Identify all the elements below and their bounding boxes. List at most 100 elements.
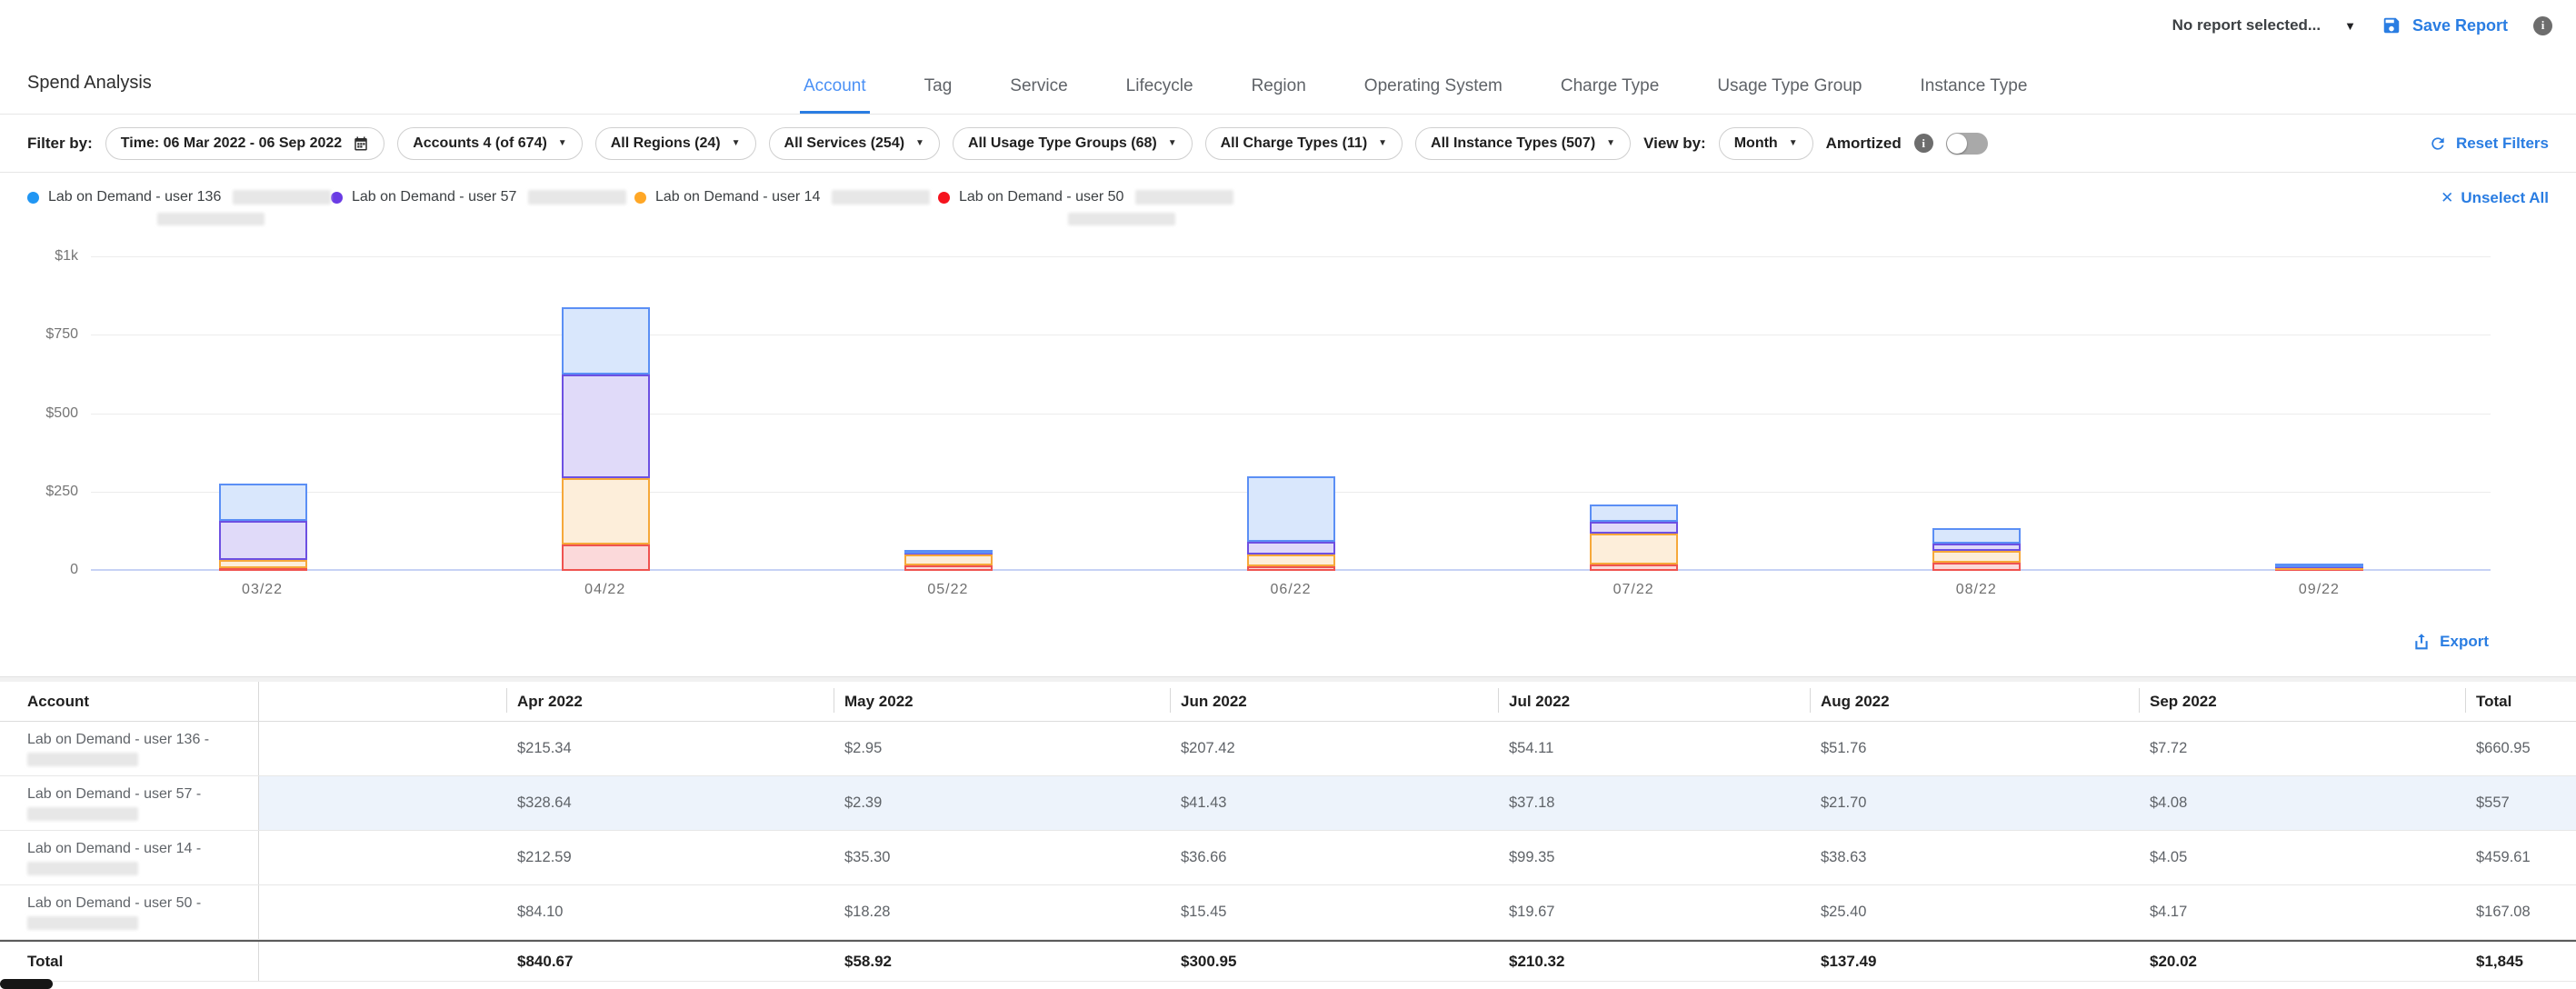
x-axis-tick-03-22: 03/22 <box>242 582 284 597</box>
tab-instance-type[interactable]: Instance Type <box>1920 76 2028 95</box>
value-cell-total: $167.08 <box>2476 904 2531 920</box>
filter-pill-all-charge-types-11[interactable]: All Charge Types (11) ▼ <box>1204 126 1403 160</box>
bar-segment-lab-on-demand-user-14-03-22[interactable] <box>218 559 307 569</box>
filter-pill-accounts-4-of-674[interactable]: Accounts 4 (of 674) ▼ <box>397 126 583 160</box>
filter-pill-all-instance-types-507[interactable]: All Instance Types (507) ▼ <box>1415 126 1632 160</box>
value-cell-aug-2022: $25.40 <box>1821 904 1867 920</box>
view-by-label: View by: <box>1643 134 1706 152</box>
legend-item-lab-on-demand-user-50[interactable]: Lab on Demand - user 50 <box>938 189 1233 227</box>
bar-segment-lab-on-demand-user-50-06-22[interactable] <box>1247 565 1335 571</box>
gridline-500 <box>91 413 2491 415</box>
bar-segment-lab-on-demand-user-14-06-22[interactable] <box>1247 554 1335 566</box>
bar-segment-lab-on-demand-user-57-04-22[interactable] <box>561 375 650 478</box>
value-cell-sep-2022: $4.05 <box>2150 849 2188 865</box>
tab-service[interactable]: Service <box>1010 76 1068 95</box>
filter-pill-all-services-254[interactable]: All Services (254) ▼ <box>768 126 940 160</box>
bar-segment-lab-on-demand-user-50-07-22[interactable] <box>1590 564 1679 571</box>
legend-color-dot <box>634 192 646 204</box>
tab-operating-system[interactable]: Operating System <box>1363 76 1503 95</box>
bar-segment-lab-on-demand-user-14-08-22[interactable] <box>1932 550 2022 564</box>
report-selector-dropdown[interactable]: No report selected... ▼ <box>2172 16 2356 35</box>
bar-segment-lab-on-demand-user-14-07-22[interactable] <box>1590 533 1679 565</box>
filter-pill-all-regions-24[interactable]: All Regions (24) ▼ <box>594 126 756 160</box>
redacted-line <box>157 211 331 227</box>
bar-segment-lab-on-demand-user-57-07-22[interactable] <box>1590 522 1679 534</box>
spacer-cell <box>259 885 506 939</box>
legend-label-block: Lab on Demand - user 57 <box>352 189 626 227</box>
spacer-cell <box>259 831 506 884</box>
bar-segment-lab-on-demand-user-57-06-22[interactable] <box>1247 541 1335 555</box>
tab-account[interactable]: Account <box>800 76 870 114</box>
value-cell-jun-2022: $15.45 <box>1181 904 1227 920</box>
save-report-label: Save Report <box>2411 15 2508 35</box>
filter-pill-label: All Regions (24) <box>610 135 721 151</box>
unselect-all-button[interactable]: ✕ Unselect All <box>2441 189 2549 207</box>
x-axis-tick-08-22: 08/22 <box>1955 582 1997 597</box>
total-cell-total: $1,845 <box>2476 952 2523 970</box>
tab-charge-type[interactable]: Charge Type <box>1560 76 1660 95</box>
bar-segment-lab-on-demand-user-136-07-22[interactable] <box>1590 504 1679 523</box>
redacted-text <box>232 189 331 205</box>
bar-segment-lab-on-demand-user-136-05-22[interactable] <box>904 549 993 554</box>
tab-usage-type-group[interactable]: Usage Type Group <box>1717 76 1862 95</box>
bar-segment-lab-on-demand-user-50-05-22[interactable] <box>904 564 993 571</box>
amortized-label: Amortized <box>1825 134 1902 152</box>
table-row-lab-on-demand-user-50: Lab on Demand - user 50 - $84.10 $18.28 $15… <box>0 885 2576 940</box>
save-icon <box>2381 15 2401 35</box>
amortized-toggle[interactable] <box>1945 132 1988 155</box>
filter-pill-label: All Instance Types (507) <box>1431 135 1596 151</box>
bar-segment-lab-on-demand-user-136-08-22[interactable] <box>1932 527 2022 544</box>
filter-pill-all-usage-type-groups-68[interactable]: All Usage Type Groups (68) ▼ <box>952 126 1193 160</box>
legend-label: Lab on Demand - user 14 <box>655 189 930 205</box>
total-cell-jul-2022: $210.32 <box>1509 952 1565 970</box>
info-icon[interactable]: i <box>2533 15 2552 35</box>
page-title: Spend Analysis <box>27 73 152 93</box>
account-name: Lab on Demand - user 57 - <box>27 785 202 802</box>
bar-segment-lab-on-demand-user-57-08-22[interactable] <box>1932 544 2022 551</box>
bar-segment-lab-on-demand-user-14-05-22[interactable] <box>904 554 993 565</box>
redacted-line <box>1068 211 1233 227</box>
redacted-account-suffix <box>27 752 138 766</box>
legend-color-dot <box>331 192 343 204</box>
export-button[interactable]: Export <box>2412 633 2489 651</box>
tab-region[interactable]: Region <box>1251 76 1306 95</box>
legend-color-dot <box>27 192 39 204</box>
chevron-down-icon: ▼ <box>1788 138 1798 148</box>
chevron-down-icon: ▼ <box>1167 138 1177 148</box>
bar-segment-lab-on-demand-user-50-04-22[interactable] <box>561 544 650 571</box>
reset-filters-button[interactable]: Reset Filters <box>2429 135 2549 153</box>
y-axis-tick: 0 <box>70 562 78 577</box>
chevron-down-icon: ▼ <box>2344 18 2356 33</box>
column-header-account: Account <box>0 682 259 721</box>
filter-pill-label: Accounts 4 (of 674) <box>413 135 547 151</box>
legend-item-lab-on-demand-user-57[interactable]: Lab on Demand - user 57 <box>331 189 634 227</box>
spacer-cell <box>259 942 506 981</box>
view-by-dropdown[interactable]: Month ▼ <box>1718 126 1813 160</box>
legend-label: Lab on Demand - user 136 <box>48 189 331 205</box>
legend-item-lab-on-demand-user-136[interactable]: Lab on Demand - user 136 <box>27 189 331 227</box>
filter-pill-label: All Services (254) <box>784 135 905 151</box>
value-cell-aug-2022: $51.76 <box>1821 740 1867 756</box>
calendar-icon <box>353 135 369 152</box>
horizontal-scrollbar-thumb[interactable] <box>0 979 53 989</box>
tab-tag[interactable]: Tag <box>924 76 953 95</box>
bar-segment-lab-on-demand-user-136-04-22[interactable] <box>561 306 650 375</box>
bar-segment-lab-on-demand-user-136-09-22[interactable] <box>2275 563 2364 567</box>
time-range-pill[interactable]: Time: 06 Mar 2022 - 06 Sep 2022 <box>105 126 385 160</box>
y-axis-tick: $1k <box>55 248 78 264</box>
bar-segment-lab-on-demand-user-57-03-22[interactable] <box>218 520 307 560</box>
report-selector-label: No report selected... <box>2172 16 2321 34</box>
value-cell-jun-2022: $207.42 <box>1181 740 1235 756</box>
tab-lifecycle[interactable]: Lifecycle <box>1125 76 1193 95</box>
account-name: Lab on Demand - user 50 - <box>27 894 202 911</box>
value-cell-may-2022: $18.28 <box>844 904 891 920</box>
save-report-button[interactable]: Save Report <box>2381 15 2508 35</box>
bar-segment-lab-on-demand-user-136-03-22[interactable] <box>218 484 307 521</box>
column-header-aug-2022: Aug 2022 <box>1810 682 2139 721</box>
legend-item-lab-on-demand-user-14[interactable]: Lab on Demand - user 14 <box>634 189 938 227</box>
bar-segment-lab-on-demand-user-136-06-22[interactable] <box>1247 476 1335 542</box>
bar-segment-lab-on-demand-user-50-08-22[interactable] <box>1932 563 2022 571</box>
bar-segment-lab-on-demand-user-14-04-22[interactable] <box>561 477 650 544</box>
x-axis-tick-04-22: 04/22 <box>584 582 626 597</box>
info-icon[interactable]: i <box>1913 134 1933 153</box>
